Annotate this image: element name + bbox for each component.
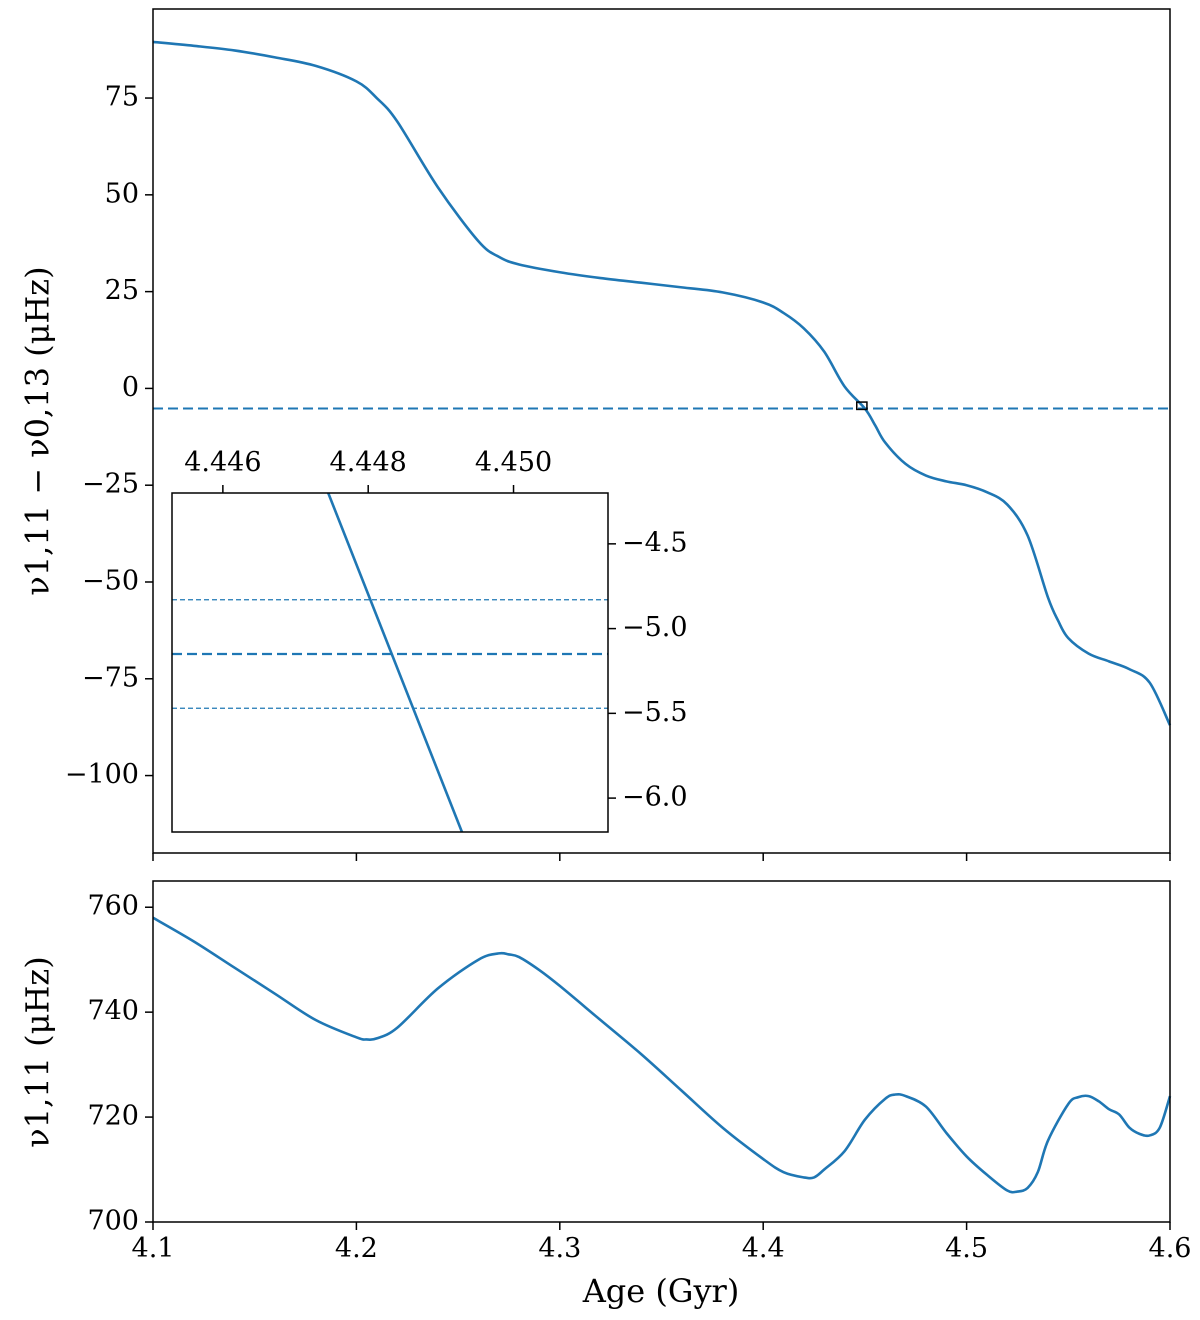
inset-y-tick-label: −4.5	[622, 527, 688, 558]
inset-lines	[172, 599, 608, 709]
inset-x-tick-label: 4.446	[184, 447, 261, 478]
top-x-ticks	[152, 853, 1171, 861]
bottom-y-tick-label: 720	[87, 1101, 139, 1132]
inset-y-tick-label: −6.0	[622, 782, 688, 813]
inset-y-tick-label: −5.0	[622, 612, 688, 643]
bottom-y-tick-label: 700	[87, 1206, 139, 1237]
top-y-tick-label: −75	[82, 662, 139, 693]
inset-x-tick-label: 4.448	[330, 447, 407, 478]
top-y-tick-label: −100	[65, 759, 139, 790]
zoom-box	[856, 401, 868, 411]
bottom-panel: 700 720 740 760 4.1 4.2 4.3 4.4 4.5 4.6 ν1,11 (μ…	[19, 880, 1192, 1310]
bottom-y-ticks: 700 720 740 760	[87, 891, 153, 1237]
bottom-axes-frame	[152, 880, 1171, 1223]
x-axis-label: Age (Gyr)	[582, 1272, 740, 1310]
top-y-axis-label: ν1,11 − ν0,13 (μHz)	[19, 266, 57, 595]
top-y-tick-label: 0	[122, 372, 139, 403]
bottom-x-tick-label: 4.4	[742, 1233, 785, 1264]
bottom-x-tick-label: 4.5	[945, 1233, 988, 1264]
inset-y-ticks: −4.5 −5.0 −5.5 −6.0	[608, 527, 688, 813]
inset-x-tick-label: 4.450	[475, 447, 552, 478]
inset-panel: 4.446 4.448 4.450 −4.5 −5.0 −5.5 −6.0	[171, 447, 688, 833]
bottom-x-tick-label: 4.1	[132, 1233, 175, 1264]
top-series-line	[152, 40, 1172, 726]
bottom-y-tick-label: 740	[87, 996, 139, 1027]
bottom-x-tick-label: 4.2	[335, 1233, 378, 1264]
top-axes-frame	[152, 8, 1171, 854]
top-y-tick-label: 25	[105, 275, 139, 306]
inset-series-line	[327, 492, 464, 833]
inset-y-tick-label: −5.5	[622, 697, 688, 728]
top-y-tick-label: −25	[82, 469, 139, 500]
bottom-series-line	[152, 916, 1172, 1194]
top-y-tick-label: 75	[105, 82, 139, 113]
top-y-ticks: 75 50 25 0 −25 −50 −75 −100	[65, 82, 153, 790]
bottom-x-ticks: 4.1 4.2 4.3 4.4 4.5 4.6	[132, 1222, 1192, 1264]
top-y-tick-label: −50	[82, 565, 139, 596]
top-y-tick-label: 50	[105, 178, 139, 209]
top-panel: 75 50 25 0 −25 −50 −75 −100 ν1,11 − ν0,13 (μHz)	[19, 8, 1172, 861]
bottom-y-tick-label: 760	[87, 891, 139, 922]
bottom-x-tick-label: 4.3	[538, 1233, 581, 1264]
bottom-y-axis-label: ν1,11 (μHz)	[19, 956, 57, 1147]
inset-x-ticks: 4.446 4.448 4.450	[184, 447, 552, 493]
inset-axes-frame	[171, 492, 609, 833]
inset-background	[172, 493, 608, 832]
bottom-x-tick-label: 4.6	[1149, 1233, 1192, 1264]
